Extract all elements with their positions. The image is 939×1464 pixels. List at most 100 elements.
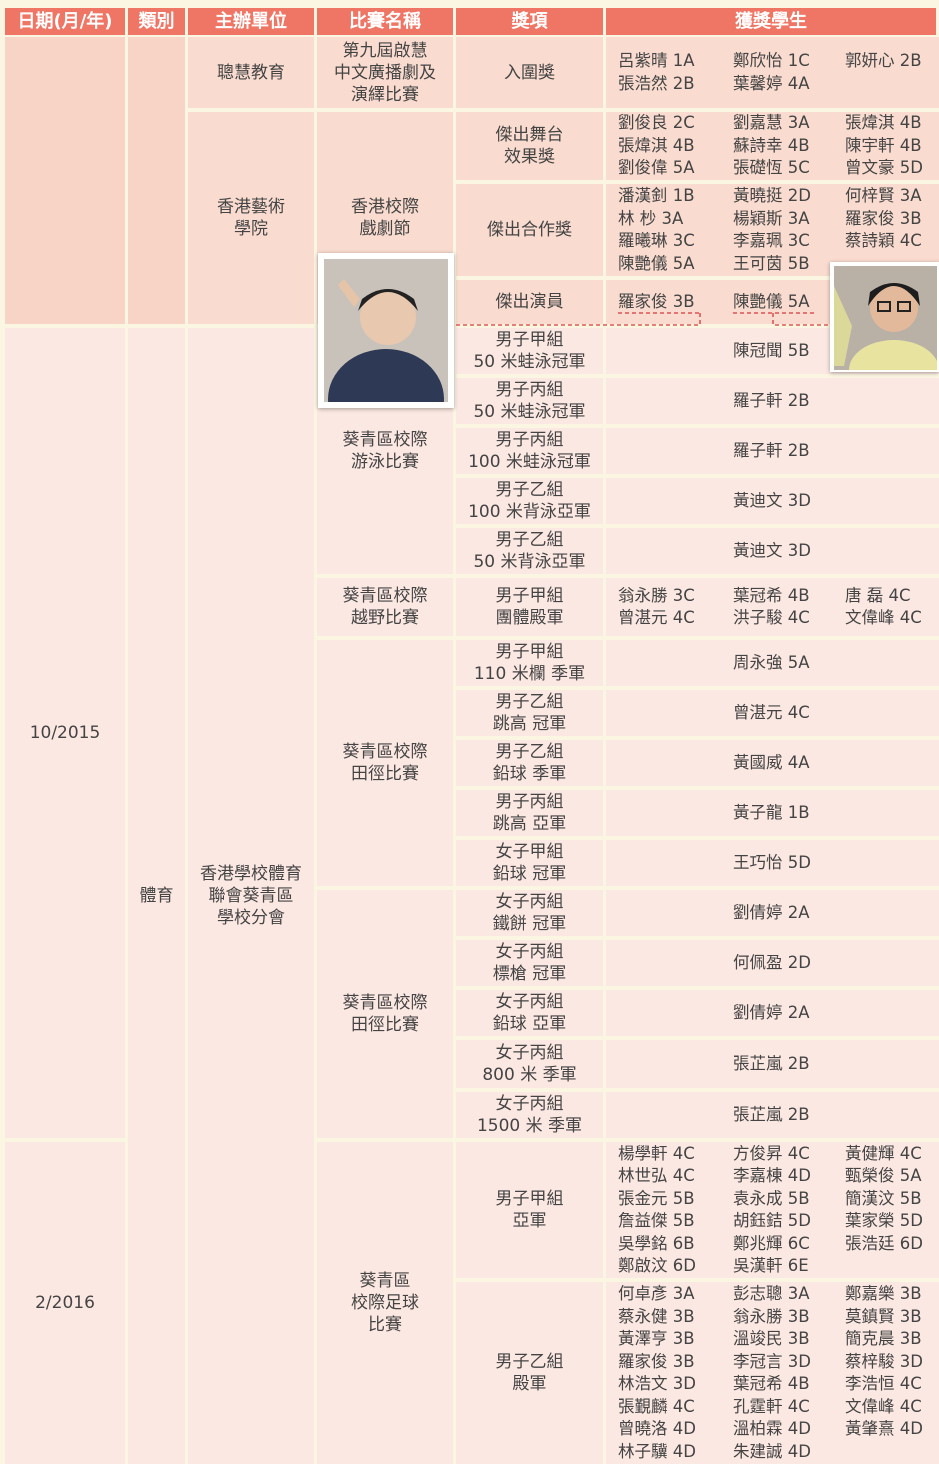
award-cell: 男子乙組 50 米背泳亞軍 bbox=[456, 528, 603, 574]
student: 何佩盈 2D bbox=[733, 952, 811, 972]
header-cell: 獲獎學生 bbox=[606, 8, 936, 35]
student: 黃迪文 3D bbox=[733, 540, 811, 560]
student: 孔霆軒 4C bbox=[733, 1396, 810, 1416]
student: 羅家俊 3B bbox=[618, 1351, 695, 1371]
student: 蔡梓駿 3D bbox=[845, 1351, 923, 1371]
students-cell bbox=[606, 890, 939, 936]
student: 張煒淇 4B bbox=[618, 135, 695, 155]
student: 黃子龍 1B bbox=[733, 802, 810, 822]
photo-image bbox=[324, 259, 448, 402]
award-cell: 男子甲組 110 米欄 季軍 bbox=[456, 640, 603, 686]
student: 詹益傑 5B bbox=[618, 1211, 695, 1230]
date-cell bbox=[5, 37, 125, 324]
student: 劉俊偉 5A bbox=[618, 158, 695, 178]
student: 楊學軒 4C bbox=[618, 1143, 695, 1163]
student: 王可茵 5B bbox=[733, 253, 810, 273]
award-cell: 男子甲組 亞軍 bbox=[456, 1142, 603, 1278]
student: 張浩然 2B bbox=[618, 73, 695, 93]
student: 文偉峰 4C bbox=[845, 608, 922, 627]
header-cell: 類別 bbox=[128, 8, 185, 35]
date-cell: 10/2015 bbox=[5, 328, 125, 1138]
photo-girl bbox=[830, 262, 939, 372]
award-cell: 男子甲組 團體殿軍 bbox=[456, 578, 603, 636]
student: 黃國威 4A bbox=[733, 752, 810, 772]
student: 潘漢釗 1B bbox=[618, 186, 695, 205]
award-cell: 男子丙組 跳高 亞軍 bbox=[456, 790, 603, 836]
award-cell: 男子丙組 100 米蛙泳冠軍 bbox=[456, 428, 603, 474]
student: 黃肇熹 4D bbox=[845, 1419, 923, 1438]
student: 溫柏霖 4D bbox=[733, 1419, 811, 1438]
competition-cell: 葵青區校際 田徑比賽 bbox=[317, 890, 453, 1138]
award-cell: 男子丙組 50 米蛙泳冠軍 bbox=[456, 378, 603, 424]
student: 曾文豪 5D bbox=[845, 158, 923, 178]
category-cell bbox=[128, 37, 185, 324]
student: 羅曦琳 3C bbox=[618, 231, 695, 250]
students-cell bbox=[606, 1040, 939, 1088]
student: 黃澤亨 3B bbox=[618, 1329, 695, 1348]
student: 李嘉棟 4D bbox=[733, 1166, 811, 1185]
student: 蘇詩幸 4B bbox=[733, 135, 810, 155]
student: 葉冠希 4B bbox=[733, 585, 810, 605]
students-cell bbox=[606, 1142, 939, 1278]
student: 胡鈺銡 5D bbox=[733, 1211, 811, 1230]
competition-cell: 葵青區校際 田徑比賽 bbox=[317, 640, 453, 886]
student: 張芷嵐 2B bbox=[733, 1104, 810, 1124]
students-cell bbox=[606, 378, 939, 424]
student: 張金元 5B bbox=[618, 1188, 695, 1208]
student: 蔡詩穎 4C bbox=[845, 231, 922, 250]
award-cell: 傑出演員 bbox=[456, 280, 603, 324]
student: 鄭兆輝 6C bbox=[733, 1233, 810, 1253]
header-cell: 獎項 bbox=[456, 8, 603, 35]
organizer-cell: 聰慧教育 bbox=[188, 37, 314, 108]
students-cell bbox=[606, 640, 939, 686]
student: 羅家俊 3B bbox=[618, 291, 695, 311]
student: 唐 磊 4C bbox=[845, 585, 911, 605]
award-cell: 女子甲組 鉛球 冠軍 bbox=[456, 840, 603, 886]
student: 何卓彥 3A bbox=[618, 1284, 695, 1303]
student: 洪子駿 4C bbox=[733, 608, 810, 627]
student: 李浩恒 4C bbox=[845, 1374, 922, 1393]
students-cell bbox=[606, 840, 939, 886]
student: 曾曉洛 4D bbox=[618, 1419, 696, 1438]
student: 蔡永健 3B bbox=[618, 1306, 695, 1326]
student: 何梓賢 3A bbox=[845, 186, 922, 205]
student: 葉馨婷 4A bbox=[733, 73, 810, 93]
student: 郭妍心 2B bbox=[845, 51, 922, 70]
student: 鄭嘉樂 3B bbox=[845, 1284, 922, 1303]
student: 李嘉珮 3C bbox=[733, 231, 810, 250]
student: 袁永成 5B bbox=[733, 1188, 810, 1208]
award-cell: 男子甲組 50 米蛙泳冠軍 bbox=[456, 328, 603, 374]
student: 陳艷儀 5A bbox=[733, 291, 810, 311]
competition-cell: 葵青區 校際足球 比賽 bbox=[317, 1142, 453, 1464]
award-cell: 女子丙組 800 米 季軍 bbox=[456, 1040, 603, 1088]
students-cell bbox=[606, 690, 939, 736]
date-cell: 2/2016 bbox=[5, 1142, 125, 1464]
student: 周永強 5A bbox=[733, 652, 810, 672]
student: 黃迪文 3D bbox=[733, 490, 811, 510]
student: 曾湛元 4C bbox=[618, 608, 695, 627]
students-cell bbox=[606, 428, 939, 474]
award-cell: 傑出舞台 效果獎 bbox=[456, 112, 603, 180]
award-cell: 女子丙組 標槍 冠軍 bbox=[456, 940, 603, 986]
organizer-cell: 香港學校體育 聯會葵青區 學校分會 bbox=[188, 328, 314, 1464]
students-cell bbox=[606, 790, 939, 836]
students-cell bbox=[606, 37, 939, 108]
category-cell: 體育 bbox=[128, 328, 185, 1464]
student: 羅家俊 3B bbox=[845, 208, 922, 228]
student: 方俊昇 4C bbox=[733, 1143, 810, 1163]
award-cell: 男子乙組 100 米背泳亞軍 bbox=[456, 478, 603, 524]
student: 翁永勝 3B bbox=[733, 1306, 810, 1326]
header-cell: 主辦單位 bbox=[188, 8, 314, 35]
award-cell: 男子乙組 鉛球 季軍 bbox=[456, 740, 603, 786]
students-cell bbox=[606, 478, 939, 524]
student: 林 杪 3A bbox=[618, 208, 684, 228]
students-cell bbox=[606, 528, 939, 574]
student: 張覲麟 4C bbox=[618, 1396, 695, 1416]
student: 溫竣民 3B bbox=[733, 1329, 810, 1348]
student: 吳學銘 6B bbox=[618, 1233, 695, 1253]
student: 呂紫晴 1A bbox=[618, 51, 695, 70]
student: 張礎恆 5C bbox=[733, 158, 810, 178]
students-cell bbox=[606, 740, 939, 786]
student: 陳艷儀 5A bbox=[618, 253, 695, 273]
